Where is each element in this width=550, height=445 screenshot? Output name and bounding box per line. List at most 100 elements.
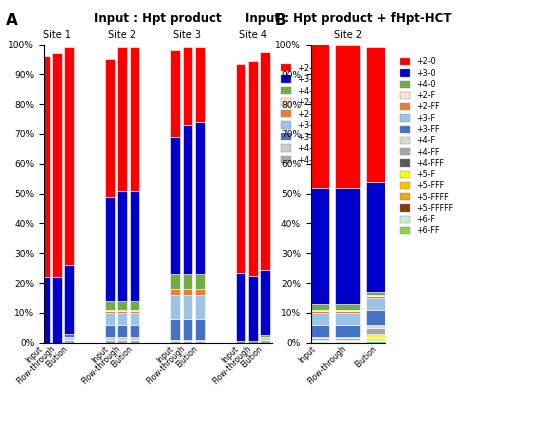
Text: Site 3: Site 3 — [173, 30, 201, 40]
Title: Input : Hpt product: Input : Hpt product — [94, 12, 222, 25]
Bar — [336, 304, 360, 310]
Text: Site 4: Site 4 — [239, 30, 267, 40]
Bar — [235, 64, 245, 273]
Bar — [248, 275, 257, 341]
Bar — [64, 265, 74, 334]
Bar — [305, 313, 329, 325]
Bar — [195, 319, 205, 340]
Bar — [170, 274, 180, 289]
Bar — [170, 50, 180, 137]
Bar — [195, 274, 205, 289]
Bar — [130, 337, 139, 340]
Bar — [130, 312, 139, 313]
Bar — [170, 319, 180, 340]
Bar — [366, 328, 391, 334]
Bar — [260, 270, 270, 335]
Bar — [366, 334, 391, 335]
Bar — [117, 325, 127, 337]
Bar — [105, 313, 115, 325]
Text: Site 2: Site 2 — [334, 30, 362, 40]
Bar — [117, 48, 127, 190]
Bar — [117, 190, 127, 301]
Bar — [52, 277, 62, 343]
Bar — [260, 335, 270, 337]
Bar — [105, 312, 115, 313]
Bar — [195, 48, 205, 122]
Bar — [183, 341, 192, 343]
Bar — [170, 289, 180, 295]
Bar — [105, 197, 115, 301]
Bar — [336, 188, 360, 304]
Text: Site 1: Site 1 — [43, 30, 71, 40]
Bar — [130, 325, 139, 337]
Bar — [235, 273, 245, 341]
Bar — [195, 341, 205, 343]
Text: B: B — [275, 13, 287, 28]
Bar — [40, 277, 50, 343]
Bar — [336, 338, 360, 340]
Bar — [305, 340, 329, 341]
Bar — [105, 301, 115, 310]
Bar — [183, 125, 192, 274]
Legend: +2-0, +3-0, +4-0, +2-F, +2-FF, +3-F, +3-FF, +4-F, +4-FF, +4-FFF, +5-F, +5-FFF, +: +2-0, +3-0, +4-0, +2-F, +2-FF, +3-F, +3-… — [400, 57, 453, 235]
Bar — [366, 295, 391, 296]
Bar — [105, 59, 115, 197]
Bar — [130, 48, 139, 190]
Bar — [105, 340, 115, 343]
Bar — [64, 340, 74, 343]
Bar — [336, 313, 360, 325]
Bar — [336, 310, 360, 312]
Bar — [336, 44, 360, 188]
Bar — [183, 295, 192, 319]
Bar — [235, 341, 245, 343]
Bar — [336, 312, 360, 313]
Bar — [366, 298, 391, 310]
Text: A: A — [6, 13, 17, 28]
Bar — [170, 295, 180, 319]
Bar — [260, 52, 270, 270]
Bar — [52, 53, 62, 277]
Bar — [105, 337, 115, 340]
Bar — [105, 310, 115, 312]
Bar — [336, 340, 360, 341]
Bar — [117, 337, 127, 340]
Bar — [195, 340, 205, 341]
Bar — [195, 295, 205, 319]
Bar — [117, 312, 127, 313]
Bar — [117, 313, 127, 325]
Bar — [366, 341, 391, 343]
Bar — [305, 41, 329, 188]
Bar — [305, 304, 329, 310]
Bar — [183, 48, 192, 125]
Bar — [64, 48, 74, 265]
Bar — [366, 182, 391, 292]
Bar — [117, 340, 127, 343]
Bar — [305, 188, 329, 304]
Bar — [183, 289, 192, 295]
Bar — [170, 137, 180, 274]
Bar — [366, 337, 391, 338]
Bar — [117, 310, 127, 312]
Bar — [305, 310, 329, 312]
Bar — [366, 338, 391, 341]
Bar — [195, 289, 205, 295]
Bar — [105, 325, 115, 337]
Bar — [130, 313, 139, 325]
Bar — [260, 337, 270, 340]
Bar — [248, 341, 257, 343]
Bar — [183, 319, 192, 340]
Bar — [64, 334, 74, 337]
Bar — [260, 340, 270, 343]
Text: }: } — [0, 444, 1, 445]
Bar — [183, 340, 192, 341]
Bar — [130, 301, 139, 310]
Bar — [366, 325, 391, 328]
Legend: +2-0, +3-0, +4-0, +2-F, +2-FF, +3-F, +3-FF, +4-F, +4-FF: +2-0, +3-0, +4-0, +2-F, +2-FF, +3-F, +3-… — [281, 64, 323, 165]
Bar — [64, 337, 74, 340]
Bar — [170, 340, 180, 341]
Bar — [305, 325, 329, 337]
Bar — [117, 301, 127, 310]
Bar — [366, 296, 391, 298]
Bar — [305, 337, 329, 338]
Bar — [130, 340, 139, 343]
